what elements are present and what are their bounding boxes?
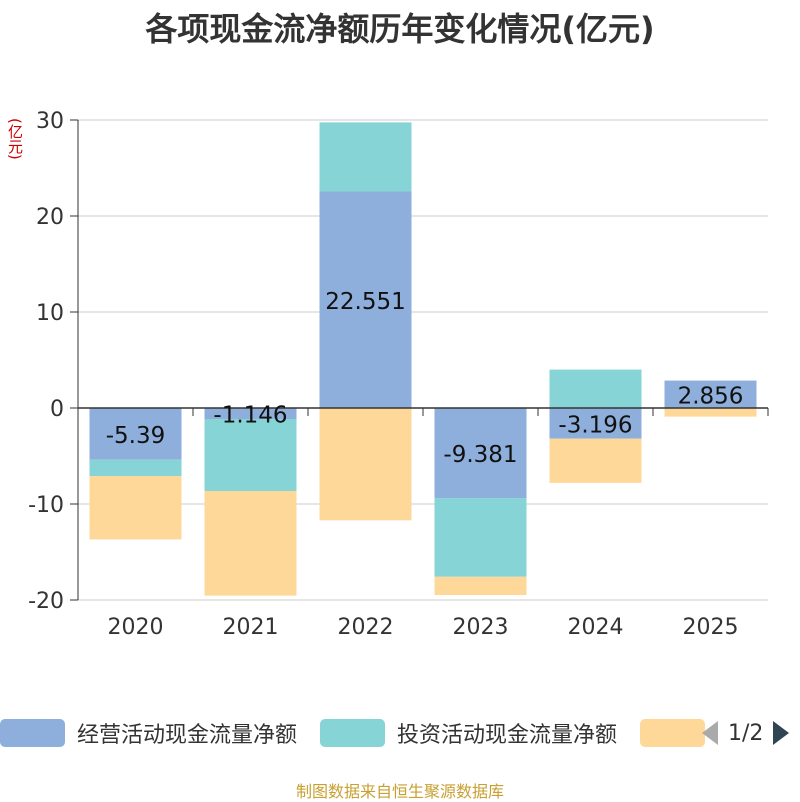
legend-item-investing[interactable]: 投资活动现金流量净额	[320, 718, 617, 748]
bar-series1	[204, 408, 297, 420]
bar-series2	[549, 369, 642, 408]
bar-series3	[664, 408, 757, 417]
y-axis-unit: (亿元)	[6, 118, 24, 160]
y-tick-label: 10	[36, 301, 64, 326]
y-tick-label: 30	[36, 109, 64, 134]
legend-item-third[interactable]	[640, 718, 717, 748]
bar-series1	[549, 408, 642, 439]
legend-swatch-operating	[0, 719, 65, 747]
data-source-footer: 制图数据来自恒生聚源数据库	[295, 782, 504, 801]
data-label: -5.39	[106, 423, 166, 449]
data-label: -3.196	[558, 412, 632, 438]
data-label: -1.146	[213, 403, 287, 429]
data-label: -9.381	[443, 442, 517, 468]
x-tick-label: 2025	[683, 615, 739, 640]
bar-series2	[204, 419, 297, 492]
bar-series2	[89, 459, 182, 477]
legend-label-operating: 经营活动现金流量净额	[77, 723, 298, 748]
legend-swatch-third	[640, 719, 705, 747]
bar-series1	[434, 408, 527, 499]
x-tick-label: 2024	[568, 615, 624, 640]
bar-series2	[434, 498, 527, 577]
bar-series3	[204, 491, 297, 596]
y-tick-label: 20	[36, 205, 64, 230]
x-tick-label: 2023	[453, 615, 509, 640]
legend-pager: 1/2	[700, 718, 791, 748]
data-label: 2.856	[678, 383, 744, 409]
y-tick-label: 0	[50, 397, 64, 422]
bar-series3	[434, 576, 527, 596]
next-page-icon[interactable]	[771, 719, 791, 747]
x-tick-label: 2020	[108, 615, 164, 640]
bar-series1	[89, 408, 182, 460]
bar-series1	[664, 380, 757, 408]
data-label: 22.551	[325, 289, 405, 315]
legend-swatch-investing	[320, 719, 385, 747]
legend-page-indicator: 1/2	[728, 720, 764, 746]
legend: 经营活动现金流量净额 投资活动现金流量净额 1/2	[0, 714, 800, 754]
x-tick-label: 2022	[338, 615, 394, 640]
bar-series3	[549, 438, 642, 483]
bar-series2	[319, 122, 412, 192]
y-tick-label: -20	[28, 589, 64, 614]
stacked-bar-chart: 30 20 10 0 -10 -20 2020 2021 2022 2023 2024 2025 -5.…	[28, 109, 769, 640]
x-tick-label: 2021	[223, 615, 279, 640]
legend-label-investing: 投资活动现金流量净额	[397, 723, 618, 748]
bar-series1	[319, 191, 412, 408]
bar-series3	[319, 408, 412, 521]
bar-series3	[89, 476, 182, 540]
y-tick-label: -10	[28, 493, 64, 518]
legend-item-operating[interactable]: 经营活动现金流量净额	[0, 718, 297, 748]
prev-page-icon[interactable]	[700, 719, 720, 747]
chart-title: 各项现金流净额历年变化情况(亿元)	[145, 10, 655, 48]
